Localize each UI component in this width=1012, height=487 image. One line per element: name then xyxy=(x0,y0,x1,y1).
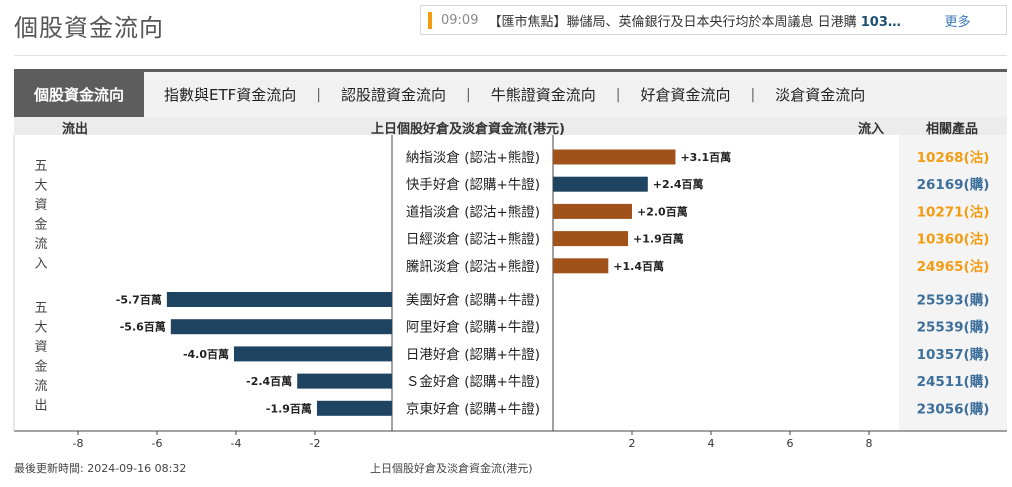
group-label-inflow: 大 xyxy=(34,179,47,194)
news-ticker[interactable]: 09:09 【匯市焦點】聯儲局、英倫銀行及日本央行均於本周議息 日港購 103…… xyxy=(420,5,1007,35)
group-label-outflow: 流 xyxy=(34,379,47,394)
tab-cbbc-flow[interactable]: 牛熊證資金流向 xyxy=(490,86,596,104)
header-related-products: 相關產品 xyxy=(926,122,979,137)
bar-value-label: +2.0百萬 xyxy=(637,204,688,218)
flow-bar[interactable] xyxy=(553,203,632,219)
bar-value-label: +3.1百萬 xyxy=(680,150,731,164)
related-product-link[interactable]: 10271(沽) xyxy=(917,203,990,220)
ticker-accent-bar xyxy=(428,11,432,29)
title-divider xyxy=(14,55,1007,56)
group-label-outflow: 資 xyxy=(34,340,47,355)
related-product-link[interactable]: 10357(購) xyxy=(917,346,990,363)
related-product-link[interactable]: 24965(沽) xyxy=(917,258,990,275)
stock-name-label: 日港好倉 (認購+牛證) xyxy=(406,346,540,363)
related-product-link[interactable]: 10360(沽) xyxy=(917,231,990,248)
flow-bar[interactable] xyxy=(234,346,392,362)
group-label-inflow: 五 xyxy=(34,159,47,174)
bar-value-label: +2.4百萬 xyxy=(653,177,704,191)
x-tick-label: -6 xyxy=(152,437,163,450)
group-label-inflow: 流 xyxy=(34,237,47,252)
related-product-link[interactable]: 10268(沽) xyxy=(917,149,990,166)
bar-value-label: -1.9百萬 xyxy=(266,401,312,415)
stock-name-label: 道指淡倉 (認沽+熊證) xyxy=(406,203,540,220)
x-tick-label: -4 xyxy=(231,437,242,450)
tab-stock-flow[interactable]: 個股資金流向 xyxy=(14,72,145,117)
bar-value-label: -5.6百萬 xyxy=(120,320,166,334)
x-tick-label: -8 xyxy=(73,437,84,450)
stock-name-label: 納指淡倉 (認沽+熊證) xyxy=(406,149,540,166)
flow-bar[interactable] xyxy=(316,400,392,416)
flow-bar[interactable] xyxy=(553,258,609,274)
tab-long-flow[interactable]: 好倉資金流向 xyxy=(640,86,731,104)
related-product-link[interactable]: 23056(購) xyxy=(917,400,990,417)
chart-header: 流出 上日個股好倉及淡倉資金流(港元) 流入 相關產品 xyxy=(14,117,1007,137)
tab-separator: | xyxy=(750,86,756,103)
stock-name-label: Ｓ金好倉 (認購+牛證) xyxy=(406,373,540,390)
tab-short-flow[interactable]: 淡倉資金流向 xyxy=(775,86,866,104)
stock-name-label: 阿里好倉 (認購+牛證) xyxy=(406,319,540,336)
ticker-more-link[interactable]: 更多 xyxy=(944,14,971,30)
related-products-column xyxy=(899,135,1007,431)
x-tick-label: 8 xyxy=(866,437,873,450)
group-label-outflow: 大 xyxy=(34,321,47,336)
bar-value-label: -4.0百萬 xyxy=(183,347,229,361)
flow-bar[interactable] xyxy=(297,373,392,389)
tab-warrant-flow[interactable]: 認股證資金流向 xyxy=(341,86,447,104)
flow-bar[interactable] xyxy=(553,176,648,192)
header-outflow: 流出 xyxy=(62,122,89,137)
x-tick-label: -2 xyxy=(310,437,321,450)
group-label-outflow: 金 xyxy=(34,359,47,375)
related-product-link[interactable]: 26169(購) xyxy=(917,176,990,193)
tab-bar: 個股資金流向 指數與ETF資金流向 | 認股證資金流向 | 牛熊證資金流向 | … xyxy=(14,69,1007,117)
bar-value-label: +1.9百萬 xyxy=(633,232,684,246)
stock-name-label: 日經淡倉 (認沽+熊證) xyxy=(406,231,540,248)
header-inflow: 流入 xyxy=(858,122,885,137)
stock-name-label: 京東好倉 (認購+牛證) xyxy=(406,400,540,417)
group-label-inflow: 入 xyxy=(34,257,47,272)
bar-value-label: +1.4百萬 xyxy=(613,259,664,273)
ticker-time: 09:09 xyxy=(441,12,479,28)
stock-name-label: 騰訊淡倉 (認沽+熊證) xyxy=(406,258,540,275)
tab-separator: | xyxy=(316,86,322,103)
flow-bar[interactable] xyxy=(553,149,676,165)
x-tick-label: 4 xyxy=(708,437,715,450)
tab-separator: | xyxy=(615,86,621,103)
x-tick-label: 2 xyxy=(629,437,636,450)
page-title: 個股資金流向 xyxy=(14,14,164,42)
stock-name-label: 美團好倉 (認購+牛證) xyxy=(406,292,540,309)
bar-value-label: -2.4百萬 xyxy=(246,374,292,388)
group-label-inflow: 資 xyxy=(34,198,47,213)
chart-caption: 上日個股好倉及淡倉資金流(港元) xyxy=(370,462,533,475)
group-label-outflow: 五 xyxy=(34,301,47,316)
flow-bar[interactable] xyxy=(166,292,392,307)
tab-separator: | xyxy=(466,86,471,103)
flow-bar[interactable] xyxy=(170,319,392,335)
x-tick-label: 6 xyxy=(787,437,794,450)
group-label-inflow: 金 xyxy=(34,217,47,233)
bar-value-label: -5.7百萬 xyxy=(116,293,162,307)
related-product-link[interactable]: 25593(購) xyxy=(917,292,990,309)
group-label-outflow: 出 xyxy=(34,399,47,414)
stock-name-label: 快手好倉 (認購+牛證) xyxy=(406,176,540,193)
related-product-link[interactable]: 25539(購) xyxy=(917,319,990,336)
related-product-link[interactable]: 24511(購) xyxy=(917,373,990,390)
tab-index-etf-flow[interactable]: 指數與ETF資金流向 xyxy=(164,86,297,104)
header-center-title: 上日個股好倉及淡倉資金流(港元) xyxy=(371,122,565,137)
flow-bar[interactable] xyxy=(553,231,629,247)
last-updated: 最後更新時間: 2024-09-16 08:32 xyxy=(14,462,187,475)
